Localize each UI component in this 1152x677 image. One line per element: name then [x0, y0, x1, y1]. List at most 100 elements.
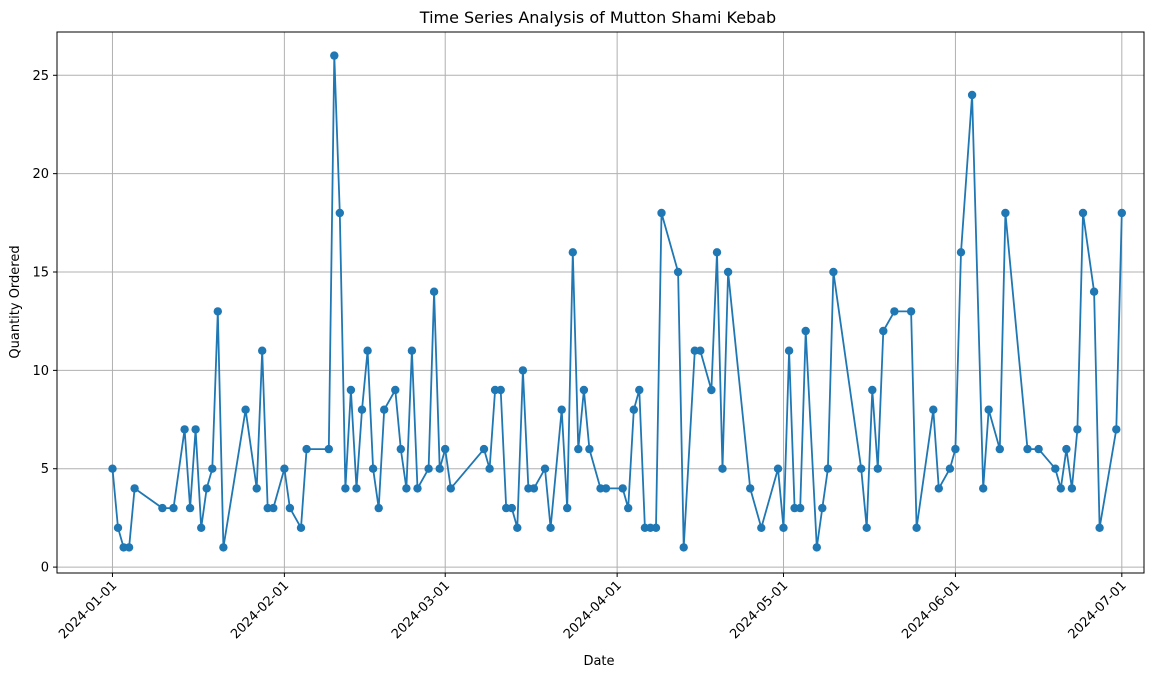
- data-point: [1056, 484, 1066, 493]
- data-point: [912, 523, 921, 532]
- data-point: [479, 444, 489, 454]
- data-point: [723, 267, 733, 277]
- data-point: [330, 51, 339, 60]
- x-tick-label: 2024-02-01: [228, 578, 292, 642]
- data-point: [169, 503, 178, 513]
- x-tick-label: 2024-03-01: [389, 578, 453, 642]
- data-point: [413, 484, 422, 493]
- data-point: [402, 484, 411, 493]
- data-point: [956, 248, 966, 257]
- data-point: [341, 484, 350, 493]
- data-point: [429, 287, 439, 296]
- data-point: [396, 444, 405, 454]
- data-point: [773, 464, 783, 473]
- data-point: [335, 208, 344, 218]
- data-point: [673, 267, 683, 277]
- data-point: [1051, 464, 1060, 473]
- data-point: [757, 523, 766, 532]
- data-point: [324, 444, 333, 454]
- y-tick-label: 5: [41, 462, 49, 477]
- x-tick-label: 2024-01-01: [56, 578, 120, 642]
- data-point: [585, 444, 594, 454]
- data-point: [202, 484, 211, 493]
- data-point: [995, 444, 1004, 454]
- y-tick-label: 10: [32, 364, 49, 379]
- x-tick-label: 2024-06-01: [899, 578, 963, 642]
- data-point: [635, 385, 644, 395]
- data-point: [507, 503, 516, 513]
- y-tick-label: 25: [32, 69, 49, 84]
- data-point: [862, 523, 871, 532]
- data-point: [258, 346, 267, 355]
- data-point: [746, 484, 755, 493]
- data-point: [890, 307, 899, 316]
- data-point: [380, 405, 389, 414]
- data-point: [1112, 425, 1121, 434]
- data-point: [529, 484, 539, 493]
- data-point: [929, 405, 938, 414]
- data-point: [823, 464, 833, 473]
- data-point: [1023, 444, 1032, 454]
- y-tick-label: 15: [32, 266, 49, 281]
- data-point: [651, 523, 661, 532]
- data-point: [269, 503, 278, 513]
- data-point: [280, 464, 289, 473]
- data-point: [352, 484, 361, 493]
- data-point: [568, 248, 577, 257]
- data-point: [779, 523, 788, 532]
- plot-frame: [56, 31, 1145, 574]
- data-point: [618, 484, 627, 493]
- y-axis-label: Quantity Ordered: [8, 245, 23, 358]
- data-point: [213, 307, 222, 316]
- x-tick-label: 2024-07-01: [1066, 578, 1130, 642]
- data-point: [158, 503, 167, 513]
- data-point: [296, 523, 306, 532]
- data-point: [1001, 208, 1010, 218]
- data-point: [906, 307, 916, 316]
- data-point: [1095, 523, 1104, 532]
- data-point: [979, 484, 988, 493]
- grid-layer: [57, 32, 1144, 573]
- data-point: [945, 464, 955, 473]
- y-tick-label: 0: [41, 561, 49, 576]
- data-point: [868, 385, 877, 395]
- data-point: [180, 425, 189, 434]
- x-axis-ticks: 2024-01-01 2024-02-01 2024-03-01 2024-04-01…: [56, 573, 1130, 642]
- data-point: [191, 425, 200, 434]
- data-point: [718, 464, 727, 473]
- data-point: [712, 248, 722, 257]
- data-point: [391, 385, 400, 395]
- data-point: [563, 503, 572, 513]
- data-point: [302, 444, 311, 454]
- data-point: [796, 503, 805, 513]
- data-point: [1067, 484, 1077, 493]
- data-point: [1089, 287, 1099, 296]
- data-point: [407, 346, 417, 355]
- data-point: [1078, 208, 1088, 218]
- data-point: [441, 444, 450, 454]
- data-point: [368, 464, 378, 473]
- data-point: [130, 484, 139, 493]
- data-point: [1062, 444, 1071, 454]
- data-point: [601, 484, 611, 493]
- data-point: [435, 464, 444, 473]
- data-point: [574, 444, 583, 454]
- data-point: [873, 464, 882, 473]
- data-point: [197, 523, 206, 532]
- x-axis-label: Date: [583, 654, 614, 669]
- data-point: [1073, 425, 1082, 434]
- data-point: [696, 346, 705, 355]
- data-point: [801, 326, 810, 336]
- data-point: [829, 267, 838, 277]
- data-point: [496, 385, 505, 395]
- data-point: [934, 484, 943, 493]
- data-point: [579, 385, 589, 395]
- data-point: [984, 405, 993, 414]
- data-point: [357, 405, 367, 414]
- data-point: [424, 464, 433, 473]
- data-point: [208, 464, 217, 473]
- data-point: [679, 543, 688, 552]
- data-point: [124, 543, 134, 552]
- data-point: [879, 326, 888, 336]
